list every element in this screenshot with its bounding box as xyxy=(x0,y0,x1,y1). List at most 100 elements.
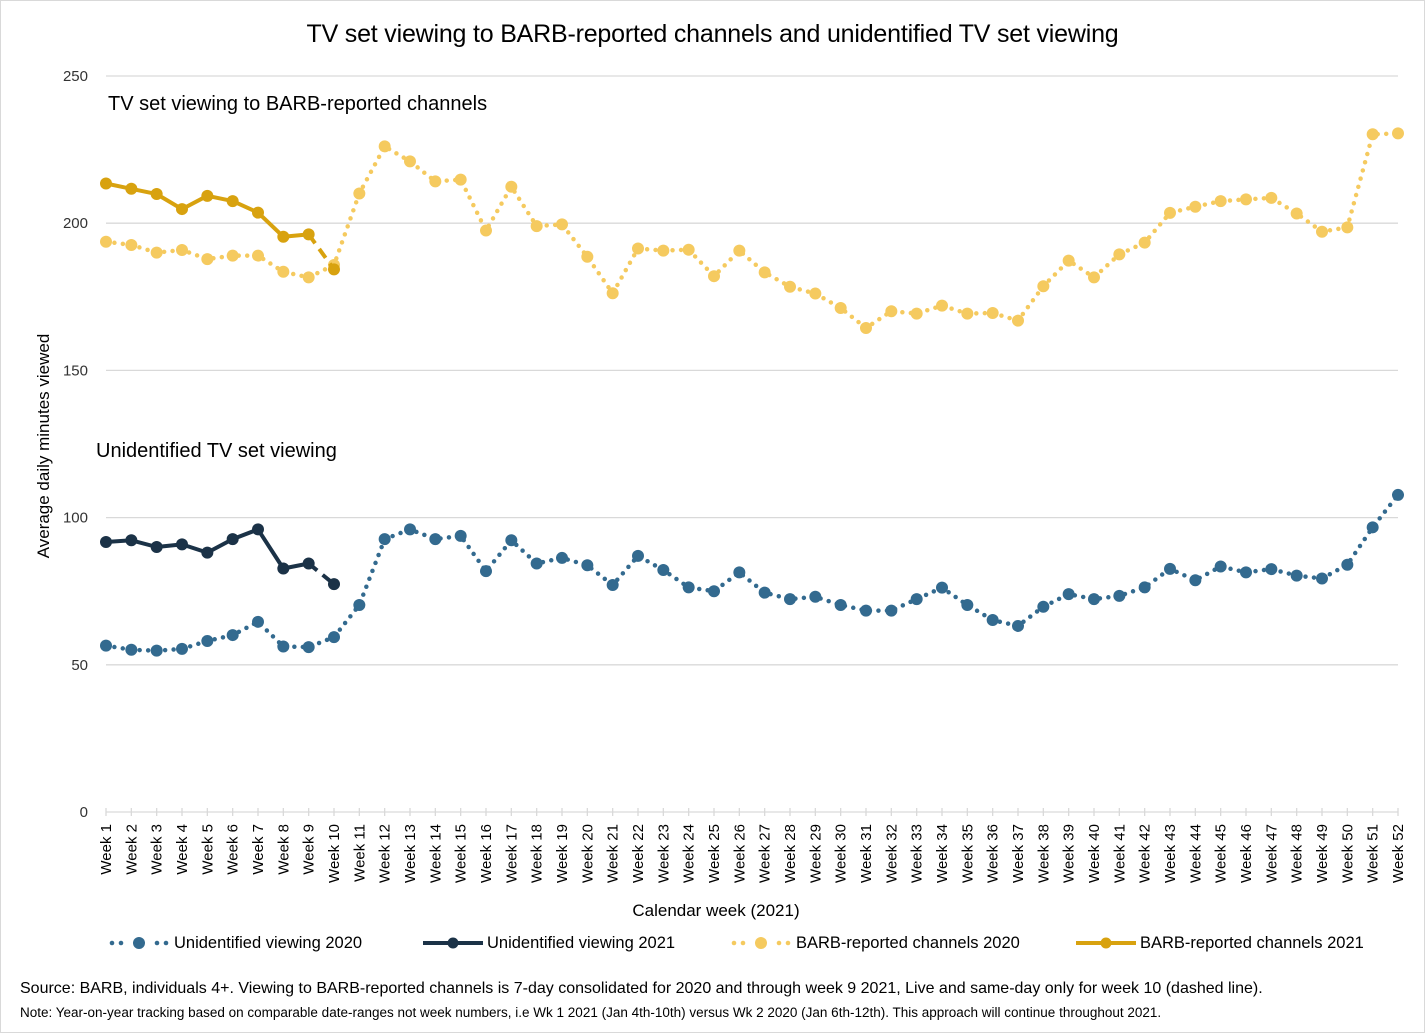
x-tick-label: Week 41 xyxy=(1111,824,1128,883)
data-point xyxy=(530,557,543,570)
x-tick-label: Week 30 xyxy=(833,824,850,883)
data-point xyxy=(936,581,948,594)
legend-swatch-solid-gold-icon xyxy=(1076,937,1136,949)
data-point xyxy=(1164,562,1176,575)
data-point xyxy=(1189,200,1202,213)
legend-label: Unidentified viewing 2021 xyxy=(487,933,676,952)
data-point xyxy=(454,173,467,186)
x-tick-label: Week 39 xyxy=(1061,824,1078,883)
data-point xyxy=(505,534,518,547)
data-point xyxy=(302,271,315,284)
plot-area: 0 50 100 150 200 250 Week 1 Week 2 Week 3 Week 4… xyxy=(34,68,1407,920)
x-tick-label: Week 40 xyxy=(1086,824,1103,883)
x-tick-label: Week 7 xyxy=(250,824,267,875)
data-point xyxy=(784,280,796,293)
data-point xyxy=(961,307,974,320)
data-point xyxy=(252,249,264,262)
data-point xyxy=(682,243,695,256)
data-point xyxy=(100,177,112,190)
legend-item-unidentified-2020[interactable]: Unidentified viewing 2020 xyxy=(108,930,362,956)
x-tick-label: Week 28 xyxy=(782,824,799,883)
x-axis-title: Calendar week (2021) xyxy=(632,901,799,920)
data-point xyxy=(404,523,416,536)
data-point xyxy=(125,534,138,547)
legend-label: BARB-reported channels 2021 xyxy=(1140,933,1364,952)
data-point xyxy=(454,529,467,542)
data-point xyxy=(277,230,290,243)
x-tick-label: Week 31 xyxy=(858,824,875,883)
data-point xyxy=(328,631,340,644)
x-tick-label: Week 1 xyxy=(98,824,115,875)
footnote-note: Note: Year-on-year tracking based on com… xyxy=(20,1005,1162,1020)
legend: Unidentified viewing 2020 Unidentified v… xyxy=(0,930,1425,956)
x-tick-label: Week 13 xyxy=(402,824,419,883)
data-point xyxy=(556,218,568,231)
data-point xyxy=(1012,619,1024,632)
data-point xyxy=(708,270,720,283)
data-point xyxy=(986,614,999,627)
data-point xyxy=(1240,193,1252,206)
series-unidentified-viewing-2020 xyxy=(100,488,1404,657)
series-line xyxy=(103,492,1401,653)
x-tick-label: Week 34 xyxy=(934,824,951,883)
legend-item-barb-2021[interactable]: BARB-reported channels 2021 xyxy=(1076,930,1364,956)
data-point xyxy=(834,301,847,314)
x-tick-label: Week 44 xyxy=(1187,824,1204,883)
data-point xyxy=(834,599,847,612)
data-point xyxy=(632,242,644,255)
legend-item-unidentified-2021[interactable]: Unidentified viewing 2021 xyxy=(423,930,675,956)
x-tick-label: Week 22 xyxy=(630,824,647,883)
data-point xyxy=(1392,127,1404,140)
data-point xyxy=(201,253,214,266)
data-point xyxy=(226,249,239,262)
data-point xyxy=(632,549,644,562)
y-tick-label: 200 xyxy=(63,215,88,232)
data-point xyxy=(809,590,822,603)
x-tick-label: Week 50 xyxy=(1339,824,1356,883)
data-point xyxy=(1037,600,1050,613)
data-point xyxy=(606,579,619,592)
data-point xyxy=(1189,574,1202,587)
data-point xyxy=(1062,588,1075,601)
data-point xyxy=(100,235,112,248)
x-tick-label: Week 43 xyxy=(1162,824,1179,883)
x-tick-label: Week 36 xyxy=(985,824,1002,883)
data-point xyxy=(1265,191,1278,204)
legend-label: BARB-reported channels 2020 xyxy=(796,933,1020,952)
x-tick-label: Week 25 xyxy=(706,824,723,883)
x-tick-label: Week 51 xyxy=(1365,824,1382,883)
data-point xyxy=(961,599,974,612)
x-tick-label: Week 11 xyxy=(351,824,368,882)
data-point xyxy=(252,523,264,536)
data-point xyxy=(201,634,214,647)
data-point xyxy=(1088,593,1100,606)
data-point xyxy=(530,220,543,233)
data-point xyxy=(277,562,290,575)
data-point xyxy=(480,224,492,237)
data-point xyxy=(910,593,923,606)
x-tick-label: Week 4 xyxy=(174,824,191,875)
x-tick-label: Week 21 xyxy=(605,824,622,883)
data-point xyxy=(556,551,568,564)
data-point xyxy=(1290,569,1303,582)
data-point xyxy=(1366,521,1379,534)
data-point xyxy=(657,244,670,257)
data-point xyxy=(125,238,138,251)
data-point xyxy=(733,244,746,257)
data-point xyxy=(1290,207,1303,220)
data-point xyxy=(176,538,188,551)
x-tick-label: Week 42 xyxy=(1137,824,1154,883)
gridlines xyxy=(106,75,1398,666)
data-point xyxy=(1265,563,1278,576)
data-point xyxy=(1316,225,1328,238)
data-point xyxy=(784,593,796,606)
data-point xyxy=(277,640,290,653)
y-tick-label: 50 xyxy=(71,657,88,674)
x-axis: Week 1 Week 2 Week 3 Week 4 Week 5 Week 6 Week… xyxy=(98,808,1407,883)
data-point xyxy=(201,546,214,559)
data-point xyxy=(480,565,492,578)
data-point xyxy=(1214,195,1227,208)
data-point xyxy=(758,266,771,279)
x-tick-label: Week 46 xyxy=(1238,824,1255,883)
legend-item-barb-2020[interactable]: BARB-reported channels 2020 xyxy=(730,930,1020,956)
